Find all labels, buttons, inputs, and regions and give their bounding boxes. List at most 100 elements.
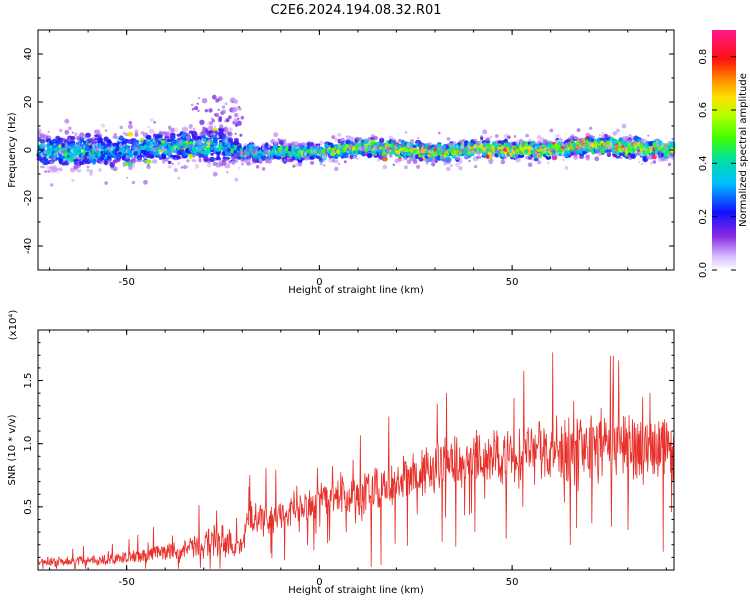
spectrogram-cell <box>122 154 127 159</box>
spectrogram-cell <box>474 146 477 149</box>
spectrogram-cell <box>553 157 556 161</box>
spectrogram-cell <box>50 160 53 164</box>
spectrogram-cell <box>355 136 360 141</box>
spectrogram-cell <box>101 141 106 146</box>
spectrogram-cell <box>438 131 441 135</box>
spectrogram-cell <box>165 157 168 159</box>
spectrogram-cell <box>425 162 429 166</box>
spectrogram-cell <box>167 165 172 169</box>
snr-x-tick-label: 50 <box>506 577 519 588</box>
spectrogram-cell <box>245 157 252 162</box>
spectrogram-cell <box>131 180 136 185</box>
spectrogram-cell <box>647 134 650 137</box>
snr-y-tick-label: 1.0 <box>23 436 34 452</box>
spectrogram-cell <box>297 162 303 167</box>
spectrogram-cell <box>146 136 151 140</box>
spectrogram-cell <box>641 162 644 166</box>
spectrogram-cell <box>52 156 57 161</box>
spectrogram-cell <box>177 176 181 180</box>
colorbar-tick-label: 0.8 <box>698 49 709 65</box>
spectrogram-cell <box>188 141 194 144</box>
spectrogram-cell <box>417 136 420 139</box>
spectrogram-cell <box>398 138 402 142</box>
spectrogram-cell <box>133 140 139 145</box>
spectrogram-cell <box>177 161 181 166</box>
spectrogram-cell <box>39 142 46 148</box>
spectrogram-cell <box>191 159 197 162</box>
spectrogram-cell <box>589 126 593 130</box>
spectrogram-cell <box>671 137 674 141</box>
spectrogram-cell <box>145 159 152 164</box>
spectrogram-cell <box>250 163 253 166</box>
spectrogram-cell <box>573 155 578 161</box>
spectrogram-cell <box>494 134 499 138</box>
spectrogram-cell <box>47 130 50 134</box>
spectrogram-cell <box>80 154 83 157</box>
spectrogram-cell <box>155 151 160 156</box>
spectrogram-cell <box>455 162 460 168</box>
spectrogram-cell <box>227 131 232 136</box>
spectrogram-cell <box>206 132 209 135</box>
spectrogram-cell <box>485 137 490 142</box>
spectrogram-cell <box>121 141 127 146</box>
spectrogram-cell <box>316 148 320 151</box>
spectrogram-cell <box>198 142 202 146</box>
spectrogram-cell <box>498 144 502 148</box>
snr-panel: -50 0 500.51.01.5 Height of straight line … <box>7 310 675 596</box>
spectrogram-cell <box>537 160 542 165</box>
spectrogram-cell <box>123 143 126 146</box>
spectrogram-cell <box>256 145 259 148</box>
spectrogram-cell <box>225 157 230 161</box>
spectrogram-cell <box>449 164 453 168</box>
spectrogram-cell <box>86 168 90 172</box>
snr-y-label: SNR (10 * v/v) <box>7 414 18 485</box>
spectrogram-cells <box>36 94 676 187</box>
spectrogram-cell <box>234 158 239 163</box>
spectrogram-cell <box>661 157 665 161</box>
spectrogram-cell <box>80 132 84 138</box>
spectrogram-cell <box>475 155 482 159</box>
spectrogram-cell <box>356 157 359 160</box>
spectrogram-cell <box>273 132 279 138</box>
spectrogram-cell <box>194 163 200 169</box>
spectrogram-cell <box>225 163 230 168</box>
spectrogram-cell <box>138 157 141 160</box>
spectrogram-cell <box>127 131 134 137</box>
spectrogram-cell <box>186 165 190 169</box>
spectrogram-cell <box>71 179 75 182</box>
spectrogram-cell <box>146 164 151 170</box>
spectrogram-cell <box>104 138 109 142</box>
spectrogram-cell <box>547 161 550 164</box>
spectrogram-cell <box>224 102 228 106</box>
spectrogram-cell <box>601 135 605 139</box>
spectrogram-cell <box>501 154 504 157</box>
spectrogram-cell <box>188 124 193 130</box>
spectrogram-cell <box>190 103 194 107</box>
spectrogram-cell <box>513 155 517 158</box>
spectrogram-cell <box>222 105 226 109</box>
spectrogram-cell <box>107 139 112 144</box>
colorbar-tick-label: 0.2 <box>698 209 709 225</box>
spectrogram-cell <box>174 158 177 161</box>
spectrogram-cell <box>221 109 227 114</box>
spectrogram-cell <box>366 153 373 159</box>
spectrogram-cell <box>606 151 611 156</box>
spectrogram-cell <box>549 140 553 144</box>
colorbar-label: Normalized spectral amplitude <box>738 73 749 227</box>
spectrogram-cell <box>398 158 402 163</box>
spectrogram-cell <box>592 135 596 139</box>
spectrogram-cell <box>98 136 102 141</box>
spectrogram-cell <box>585 154 590 159</box>
spectrogram-cell <box>239 133 243 137</box>
spectrogram-cell <box>58 167 63 172</box>
spectrogram-cell <box>93 129 101 135</box>
spectrogram-cell <box>558 138 563 143</box>
spectrogram-cell <box>488 158 494 164</box>
spectrogram-cell <box>238 143 241 147</box>
spectrogram-cell <box>112 166 118 172</box>
spectrogram-cell <box>586 148 589 151</box>
spectrogram-cell <box>468 159 471 163</box>
snr-y-tick-label: 1.5 <box>23 373 34 389</box>
spectrogram-cell <box>225 118 230 122</box>
spectrogram-cell <box>474 165 478 169</box>
